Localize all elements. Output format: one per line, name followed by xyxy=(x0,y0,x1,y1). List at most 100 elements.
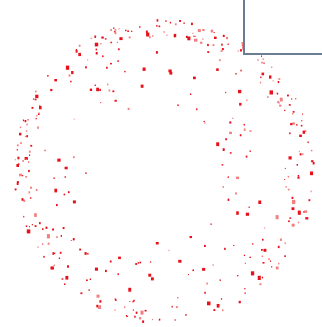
spot xyxy=(207,43,209,47)
spot xyxy=(112,90,115,93)
spot xyxy=(29,154,31,156)
spot xyxy=(31,224,33,226)
spot xyxy=(222,309,224,312)
spot xyxy=(194,36,196,37)
spot xyxy=(227,176,229,178)
spot xyxy=(304,210,308,213)
spot xyxy=(269,75,272,79)
spot xyxy=(155,51,158,54)
spot xyxy=(132,301,134,303)
spot xyxy=(75,50,78,53)
spot xyxy=(237,50,239,52)
spot xyxy=(131,30,133,32)
spot xyxy=(37,126,39,129)
spot xyxy=(259,81,262,84)
spot xyxy=(292,112,294,115)
spot xyxy=(59,251,62,254)
spot xyxy=(114,29,117,31)
spot xyxy=(148,273,152,277)
spot xyxy=(305,130,307,132)
spot xyxy=(302,130,306,134)
spot xyxy=(191,22,193,26)
spot xyxy=(42,228,44,230)
spot xyxy=(94,267,98,271)
spot xyxy=(149,36,151,39)
spot xyxy=(235,192,237,195)
spot xyxy=(206,282,208,285)
spot xyxy=(114,99,117,102)
spot xyxy=(207,51,210,53)
spot xyxy=(26,123,28,126)
spot xyxy=(301,153,304,155)
spot xyxy=(173,33,177,38)
spot xyxy=(156,25,158,27)
spot xyxy=(84,252,87,255)
spot xyxy=(177,104,179,106)
spot xyxy=(62,227,65,230)
spot xyxy=(78,52,81,57)
spot xyxy=(259,283,262,286)
spot xyxy=(149,261,152,263)
spot xyxy=(202,267,206,271)
spots xyxy=(14,19,315,323)
spot xyxy=(94,35,97,38)
spot xyxy=(238,89,242,94)
spot xyxy=(126,315,129,317)
spot xyxy=(262,58,265,60)
spot xyxy=(101,36,104,39)
spot xyxy=(210,223,212,225)
spot xyxy=(16,181,19,183)
spot xyxy=(68,74,71,77)
spot xyxy=(39,104,41,108)
spot xyxy=(288,156,292,160)
spot xyxy=(225,138,228,141)
spot xyxy=(243,128,246,131)
spot xyxy=(42,243,44,245)
spot xyxy=(240,49,242,52)
spot xyxy=(249,256,251,258)
spot xyxy=(262,262,265,264)
spot xyxy=(28,169,30,173)
spot xyxy=(64,283,66,285)
spot xyxy=(142,320,145,323)
spot xyxy=(310,149,313,152)
spot xyxy=(297,210,301,215)
spot xyxy=(296,124,298,126)
spot xyxy=(24,135,27,138)
spot xyxy=(235,73,237,75)
spot xyxy=(239,134,242,137)
spot xyxy=(171,305,173,308)
spot xyxy=(236,211,239,215)
spot xyxy=(90,37,92,39)
spot xyxy=(116,41,118,43)
spot xyxy=(260,76,262,78)
spot xyxy=(114,298,117,300)
spot xyxy=(16,149,18,151)
spot xyxy=(46,234,50,239)
spot xyxy=(72,238,75,241)
spot xyxy=(269,260,272,262)
spot xyxy=(192,269,194,272)
spot xyxy=(34,98,37,101)
spot xyxy=(169,21,172,24)
spot xyxy=(151,277,154,281)
spot xyxy=(58,257,61,259)
spot xyxy=(67,265,69,268)
spot xyxy=(37,246,39,248)
spot xyxy=(54,188,58,193)
spot xyxy=(202,38,204,40)
spot xyxy=(279,97,283,102)
spot xyxy=(96,294,100,298)
spot xyxy=(65,275,69,280)
spot xyxy=(108,89,111,92)
spot xyxy=(24,120,27,123)
spot xyxy=(114,31,117,35)
spot xyxy=(25,130,28,132)
spot xyxy=(168,249,170,252)
spot xyxy=(106,83,109,86)
spot xyxy=(263,248,267,252)
spot xyxy=(257,275,261,280)
spot xyxy=(78,44,81,47)
spot xyxy=(166,34,168,36)
